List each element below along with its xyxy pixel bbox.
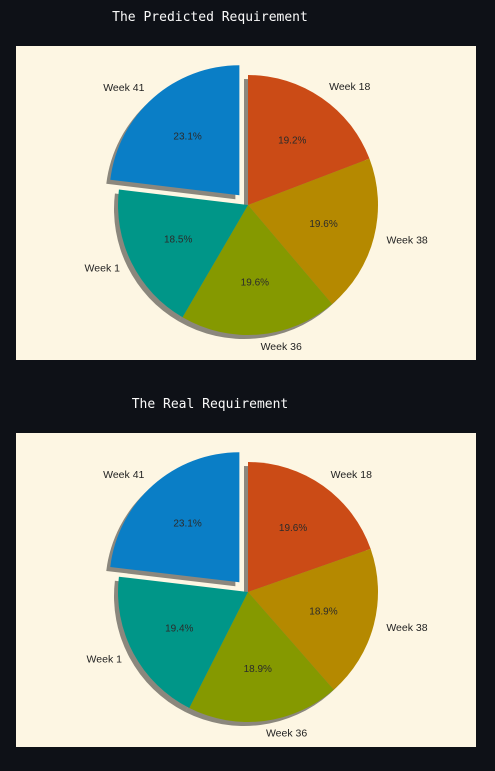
slice-category-label: Week 36 — [266, 728, 307, 740]
pie-chart-predicted: 19.2% Week 18 19.6% Week 38 19.6% Week 36 18.5… — [85, 65, 428, 353]
slice-value-label: 19.2% — [278, 135, 306, 146]
slice-value-label: 19.4% — [165, 623, 193, 634]
slice-category-label: Week 38 — [387, 234, 428, 246]
slice-category-label: Week 18 — [331, 469, 372, 481]
slice-value-label: 18.9% — [309, 606, 337, 617]
slice-category-label: Week 38 — [386, 622, 427, 634]
slice-category-label: Week 41 — [103, 82, 144, 94]
slice-value-label: 18.5% — [164, 234, 192, 245]
pie-slice-week-18 — [248, 75, 370, 205]
slice-category-label: Week 41 — [103, 469, 144, 481]
pie-slice-week-38 — [248, 548, 378, 690]
pie-slice-week-1 — [118, 576, 248, 708]
slice-category-label: Week 36 — [261, 341, 302, 353]
slice-category-label: Week 1 — [87, 653, 123, 665]
pie-slice-week-38 — [248, 158, 378, 305]
pie-slice-week-18 — [248, 462, 371, 592]
pie-slice-week-41 — [110, 452, 240, 583]
pie-slice-week-36 — [182, 205, 333, 336]
slice-value-label: 19.6% — [279, 523, 307, 534]
slice-category-label: Week 18 — [329, 81, 370, 93]
pie-slice-week-1 — [118, 189, 248, 318]
chart-panel-real: 19.6% Week 18 18.9% Week 38 18.9% Week 36 19.4… — [16, 433, 476, 747]
slice-value-label: 23.1% — [173, 132, 201, 143]
pie-slice-week-36 — [189, 592, 334, 722]
slice-value-label: 23.1% — [173, 519, 201, 530]
slice-value-label: 19.6% — [309, 219, 337, 230]
pie-chart-real: 19.6% Week 18 18.9% Week 38 18.9% Week 36 19.4… — [87, 452, 428, 740]
chart-panel-predicted: 19.2% Week 18 19.6% Week 38 19.6% Week 36 18.5… — [16, 46, 476, 360]
slice-value-label: 19.6% — [241, 277, 269, 288]
pie-slice-week-41 — [110, 65, 240, 196]
chart-title-predicted: The Predicted Requirement — [112, 10, 308, 25]
slice-value-label: 18.9% — [244, 664, 272, 675]
slice-category-label: Week 1 — [85, 262, 121, 274]
chart-title-real: The Real Requirement — [131, 397, 289, 412]
